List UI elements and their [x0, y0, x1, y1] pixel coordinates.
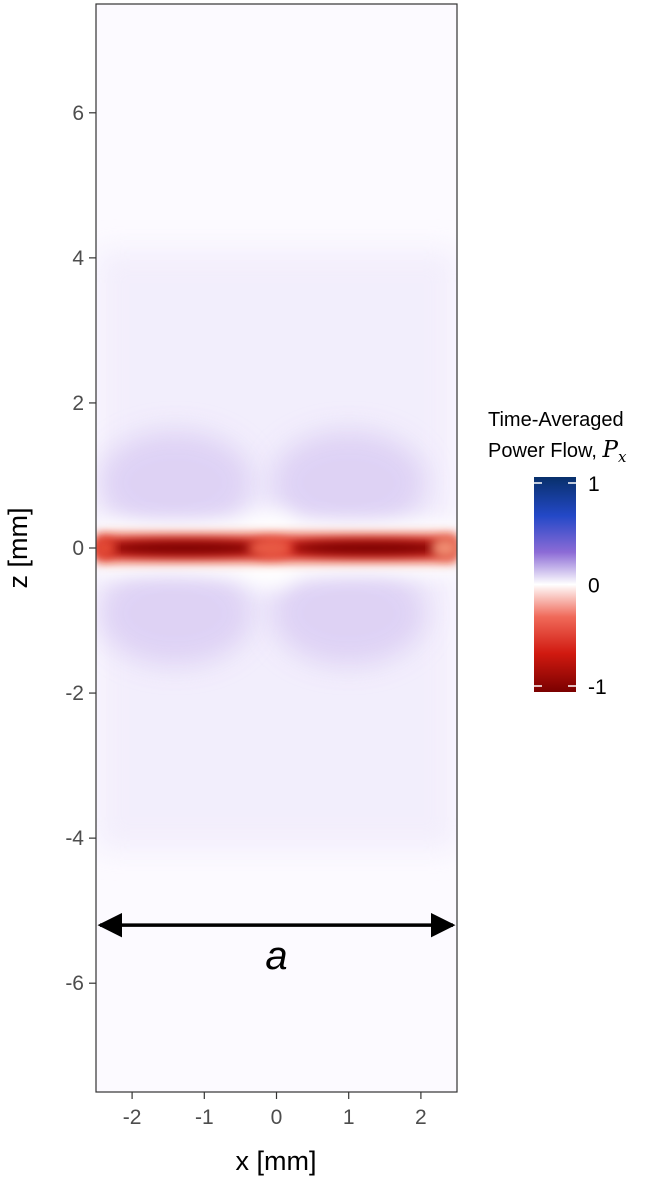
field-lobe [97, 430, 254, 535]
x-tick-label: 2 [415, 1106, 427, 1129]
legend: Time-Averaged Power Flow, Px 1 0 -1 [488, 409, 627, 699]
field-lobe [97, 561, 254, 666]
y-tick-label: -2 [65, 682, 84, 705]
y-tick-label: 4 [72, 247, 84, 270]
x-tick-label: 0 [271, 1106, 283, 1129]
y-tick-label: 2 [72, 392, 84, 415]
legend-title-text: Power Flow, [488, 440, 602, 462]
legend-tick-label: -1 [588, 676, 607, 699]
legend-title-line1: Time-Averaged [488, 409, 624, 431]
y-tick-label: 6 [72, 102, 84, 125]
x-axis: -2 -1 0 1 2 [123, 1092, 427, 1129]
x-tick-label: -1 [195, 1106, 214, 1129]
x-tick-label: -2 [123, 1106, 142, 1129]
field-lobe [270, 430, 427, 535]
field-lobe [270, 561, 427, 666]
legend-ticks: 1 0 -1 [534, 473, 607, 699]
y-tick-label: 0 [72, 537, 84, 560]
y-tick-label: -6 [65, 972, 84, 995]
legend-tick-label: 1 [588, 473, 600, 496]
legend-tick-label: 0 [588, 575, 600, 598]
legend-title-symbol: P [601, 437, 618, 463]
x-tick-label: 1 [343, 1106, 355, 1129]
y-tick-label: -4 [65, 827, 84, 850]
legend-title-subscript: x [618, 448, 627, 466]
heatmap-field [96, 4, 457, 1092]
width-annotation: a [97, 912, 456, 978]
heatmap-lobes [97, 430, 427, 666]
legend-title-line2: Power Flow, Px [488, 437, 627, 466]
x-axis-title: x [mm] [236, 1146, 317, 1176]
y-axis: -6 -4 -2 0 2 4 6 [65, 102, 96, 995]
annotation-label: a [265, 934, 287, 978]
y-axis-title: z [mm] [3, 508, 33, 589]
